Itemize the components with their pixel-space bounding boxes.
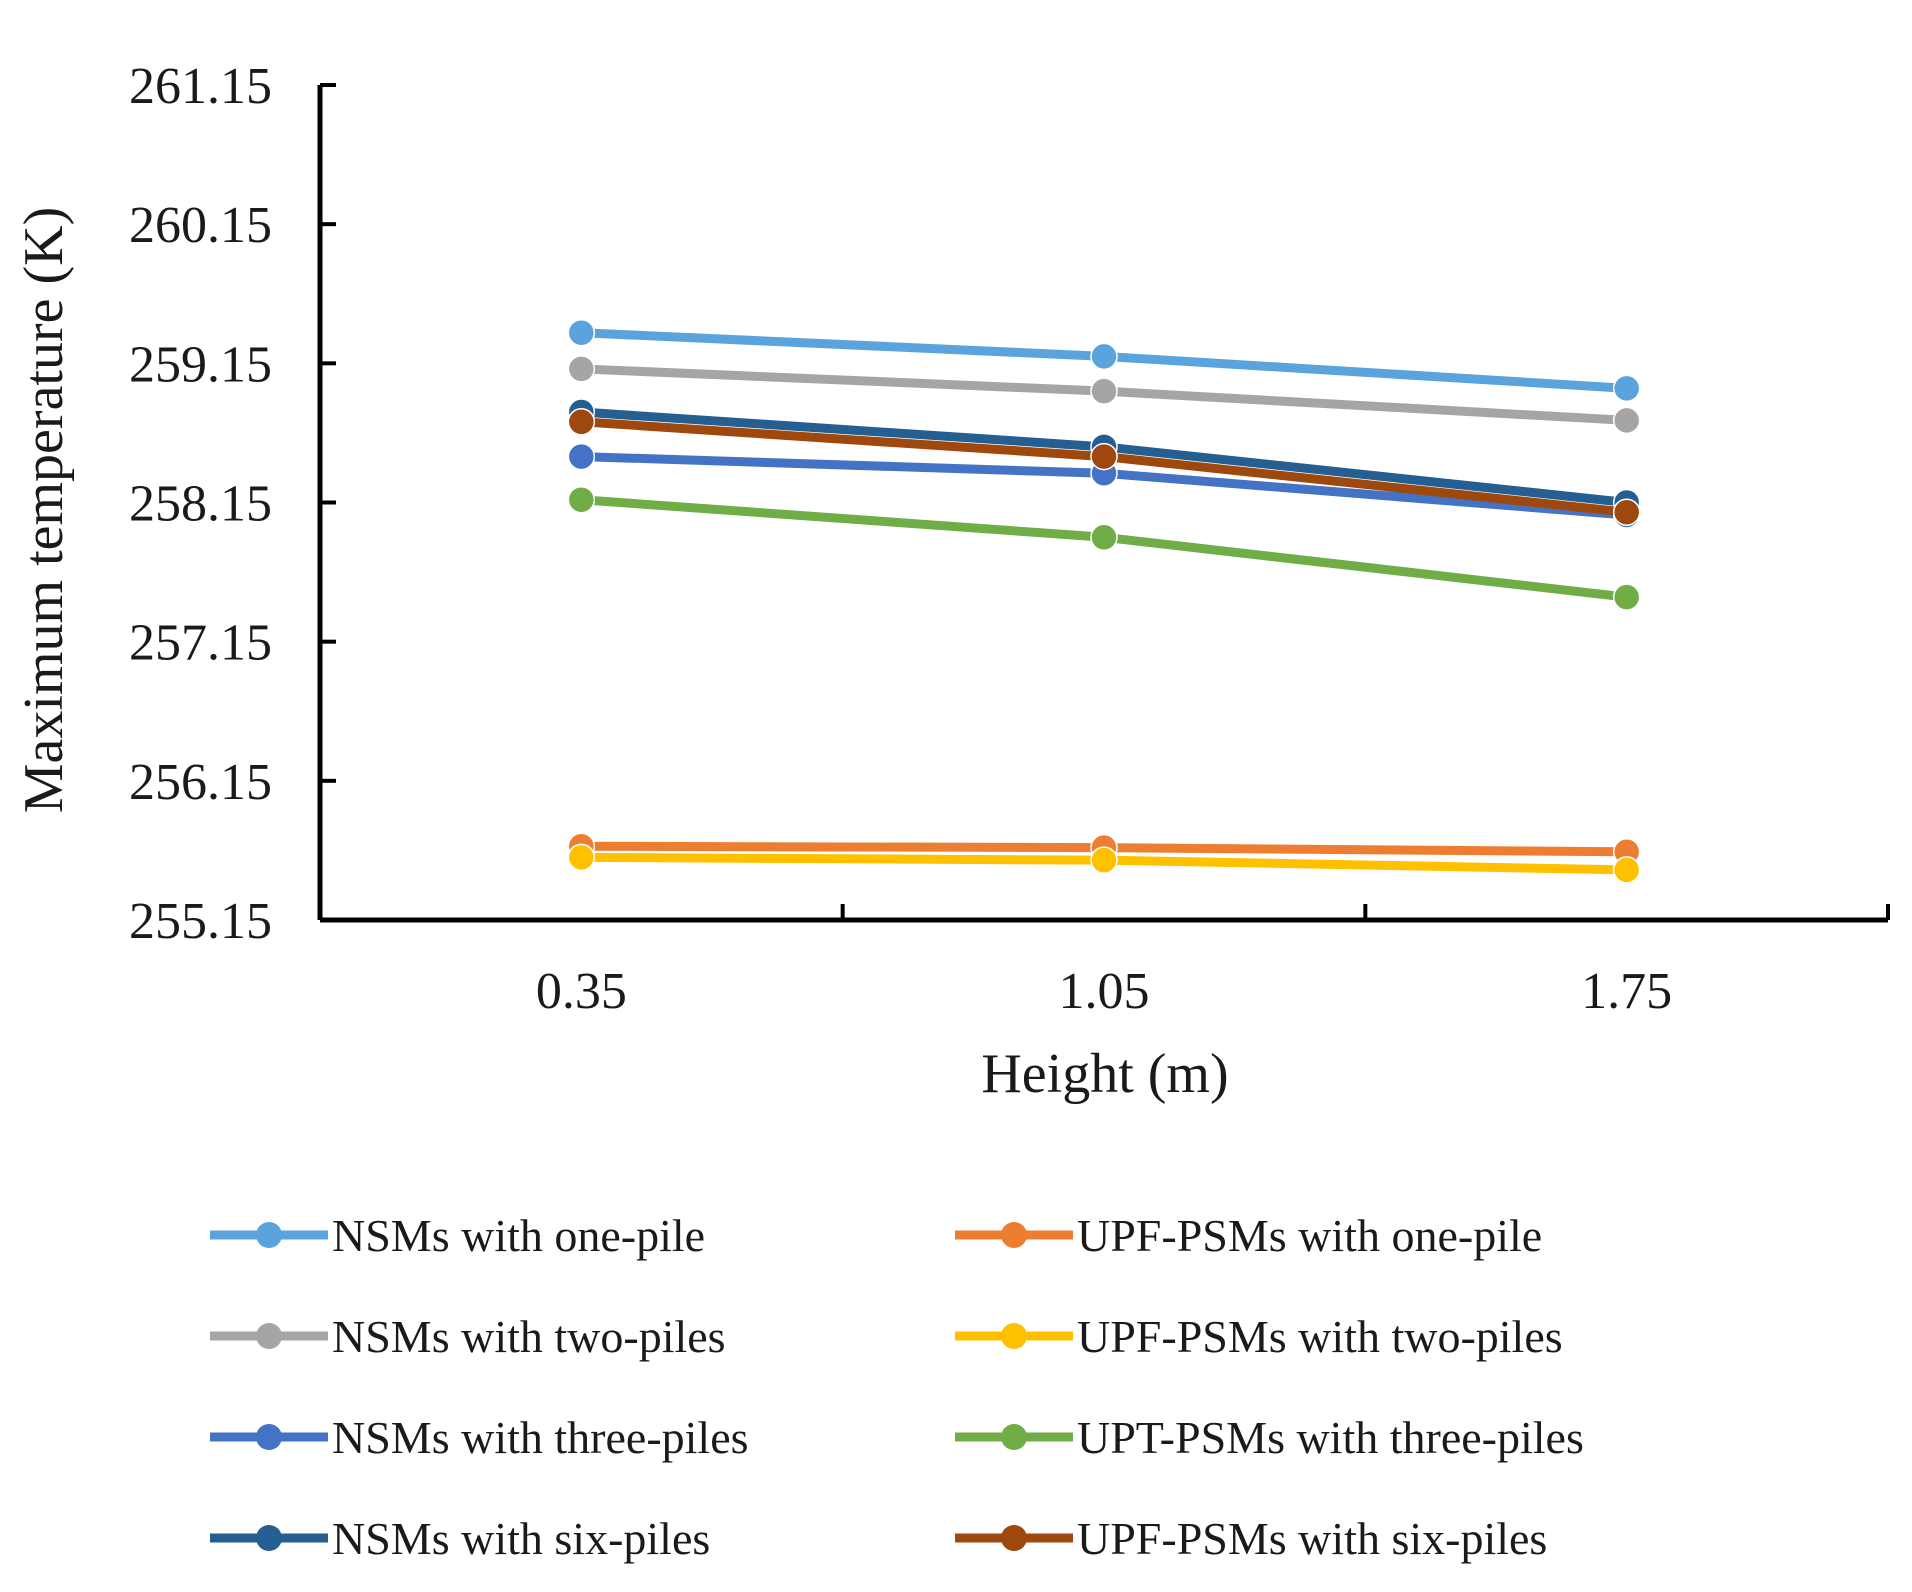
data-point — [1612, 498, 1641, 526]
y-tick-label: 256.15 — [129, 754, 272, 811]
series-6 — [567, 485, 1641, 611]
legend-item: NSMs with six-piles — [210, 1513, 710, 1564]
y-tick-label: 261.15 — [129, 58, 272, 115]
axes — [317, 83, 1890, 923]
data-point — [1090, 342, 1118, 371]
series-1 — [567, 318, 1641, 403]
y-tick-label: 260.15 — [129, 197, 272, 254]
legend-swatch-marker — [1001, 1424, 1027, 1450]
series-layer — [567, 318, 1641, 884]
data-point — [567, 355, 596, 383]
legend-swatch-marker — [256, 1525, 282, 1551]
x-axis-title: Height (m) — [981, 1043, 1228, 1105]
data-point — [1090, 442, 1118, 471]
data-point — [1612, 583, 1641, 611]
legend-swatch-marker — [256, 1424, 282, 1450]
legend-swatch-marker — [256, 1323, 282, 1349]
legend-swatch-marker — [1001, 1525, 1027, 1551]
legend-item: UPT-PSMs with three-piles — [955, 1412, 1584, 1463]
legend-item: UPF-PSMs with one-pile — [955, 1210, 1542, 1261]
legend-item: UPF-PSMs with two-piles — [955, 1311, 1563, 1362]
series-8 — [567, 408, 1641, 526]
series-4 — [567, 843, 1641, 884]
legend-item: NSMs with one-pile — [210, 1210, 705, 1261]
legend-label: UPF-PSMs with two-piles — [1077, 1311, 1563, 1362]
y-tick-label: 258.15 — [129, 476, 272, 533]
legend: NSMs with one-pile UPF-PSMs with one-pile… — [210, 1210, 1584, 1564]
data-point — [1090, 846, 1118, 874]
y-tick-labels: 255.15 256.15 257.15 258.15 259.15 260.15 261.… — [129, 58, 272, 950]
data-point — [1090, 523, 1118, 552]
legend-item: UPF-PSMs with six-piles — [955, 1513, 1547, 1564]
legend-item: NSMs with three-piles — [210, 1412, 749, 1463]
y-axis-title: Maximum temperature (K) — [13, 207, 75, 813]
legend-label: UPT-PSMs with three-piles — [1077, 1412, 1584, 1463]
data-point — [1090, 377, 1118, 405]
legend-label: NSMs with one-pile — [332, 1210, 705, 1261]
x-tick-labels: 0.35 1.05 1.75 — [536, 963, 1672, 1020]
data-point — [567, 408, 596, 436]
legend-label: NSMs with six-piles — [332, 1513, 710, 1564]
data-point — [1612, 856, 1641, 884]
y-tick-label: 257.15 — [129, 615, 272, 672]
data-point — [567, 318, 596, 347]
legend-swatch-marker — [1001, 1323, 1027, 1349]
legend-label: NSMs with three-piles — [332, 1412, 749, 1463]
data-point — [567, 442, 596, 471]
legend-label: UPF-PSMs with six-piles — [1077, 1513, 1547, 1564]
data-point — [567, 485, 596, 514]
legend-swatch-marker — [1001, 1222, 1027, 1248]
legend-item: NSMs with two-piles — [210, 1311, 726, 1362]
x-tick-label: 1.75 — [1581, 963, 1672, 1020]
legend-swatch-marker — [256, 1222, 282, 1248]
x-tick-label: 0.35 — [536, 963, 627, 1020]
data-point — [1612, 406, 1641, 435]
y-tick-label: 259.15 — [129, 336, 272, 393]
legend-label: NSMs with two-piles — [332, 1311, 726, 1362]
data-point — [567, 843, 596, 872]
legend-label: UPF-PSMs with one-pile — [1077, 1210, 1542, 1261]
x-tick-label: 1.05 — [1059, 963, 1150, 1020]
data-point — [1612, 374, 1641, 403]
series-3 — [567, 355, 1641, 435]
y-tick-label: 255.15 — [129, 893, 272, 950]
